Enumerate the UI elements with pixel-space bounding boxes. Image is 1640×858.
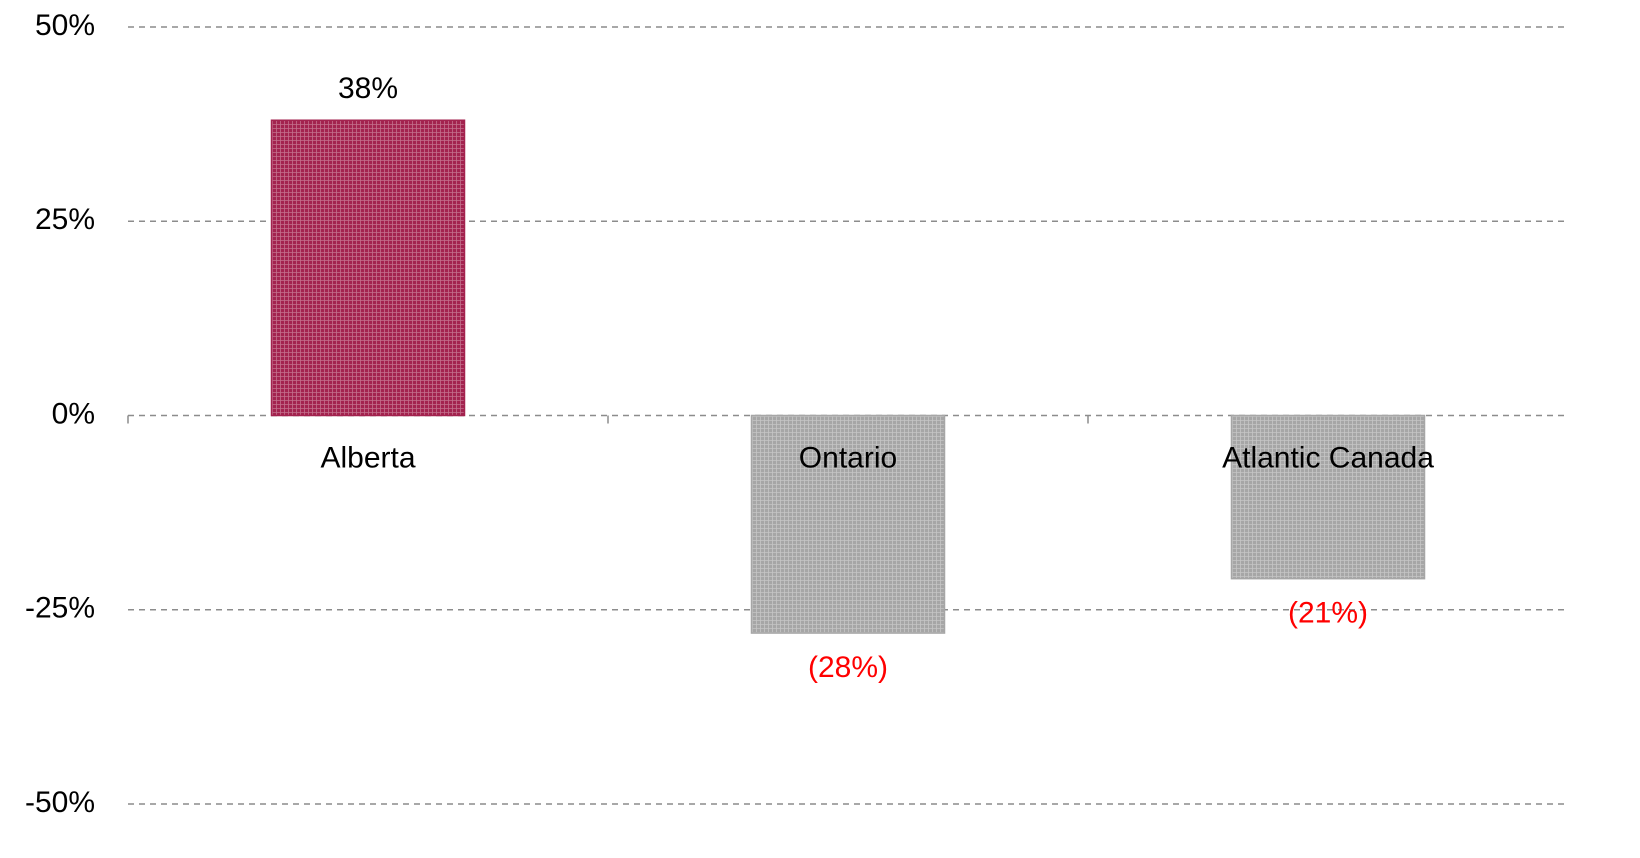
y-tick-label: -50% [25, 786, 95, 819]
x-tick-label: Atlantic Canada [1222, 441, 1434, 474]
bar [270, 119, 466, 417]
value-label: 38% [338, 72, 398, 105]
x-tick-label: Ontario [799, 441, 897, 474]
bar [1230, 414, 1426, 580]
x-tick-label: Alberta [320, 441, 415, 474]
y-tick-label: 50% [35, 9, 95, 42]
y-tick-label: 25% [35, 203, 95, 236]
bar [750, 414, 946, 634]
value-label: (28%) [808, 651, 888, 684]
y-tick-label: -25% [25, 592, 95, 625]
y-tick-label: 0% [52, 397, 95, 430]
value-label: (21%) [1288, 597, 1368, 630]
